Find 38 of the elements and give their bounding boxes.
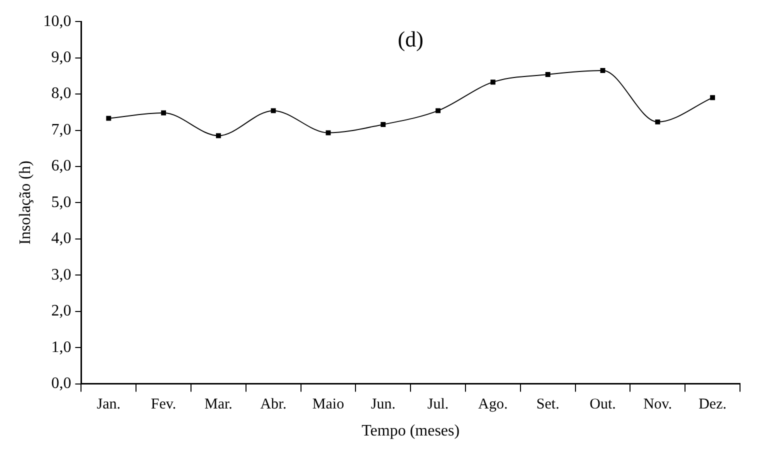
point: [106, 116, 112, 121]
y-tick-label: 2,0: [51, 302, 72, 320]
point: [380, 122, 386, 127]
chart-title: (d): [398, 26, 424, 52]
y-tick-label: 1,0: [51, 338, 72, 356]
y-tick-label: 3,0: [51, 266, 72, 284]
y-tick-label: 10,0: [43, 12, 72, 30]
y-tick-label: 0,0: [51, 375, 72, 392]
y-tick-label: 5,0: [51, 194, 72, 211]
point: [436, 108, 441, 114]
y-tick-label: 9,0: [51, 49, 72, 66]
point: [545, 72, 550, 77]
y-tick-label: 4,0: [51, 230, 72, 248]
x-tick-label: Jun.: [370, 396, 396, 413]
x-tick-label: Set.: [536, 396, 560, 413]
point: [490, 80, 496, 85]
x-tick-label: Dez.: [698, 396, 727, 413]
x-tick-label: Mar.: [204, 396, 232, 413]
y-tick-label: 7,0: [51, 121, 72, 138]
x-tick-label: Abr.: [260, 396, 286, 413]
x-tick-label: Out.: [590, 396, 616, 413]
point: [655, 119, 660, 124]
point: [600, 68, 606, 73]
point: [216, 133, 221, 138]
x-tick-label: Ago.: [478, 396, 508, 413]
y-axis-title: Insolação (h): [16, 160, 34, 245]
x-tick-label: Jan.: [96, 396, 121, 413]
x-tick-label: Maio: [312, 396, 344, 413]
x-axis-title: Tempo (meses): [362, 422, 460, 440]
y-tick-label: 8,0: [51, 85, 72, 102]
point: [326, 130, 331, 136]
point: [161, 110, 166, 116]
x-tick-label: Nov.: [643, 396, 672, 413]
x-tick-label: Fev.: [150, 396, 176, 413]
x-tick-label: Jul.: [427, 396, 449, 413]
point: [710, 95, 716, 100]
y-tick-label: 6,0: [51, 158, 72, 175]
point: [270, 108, 276, 114]
